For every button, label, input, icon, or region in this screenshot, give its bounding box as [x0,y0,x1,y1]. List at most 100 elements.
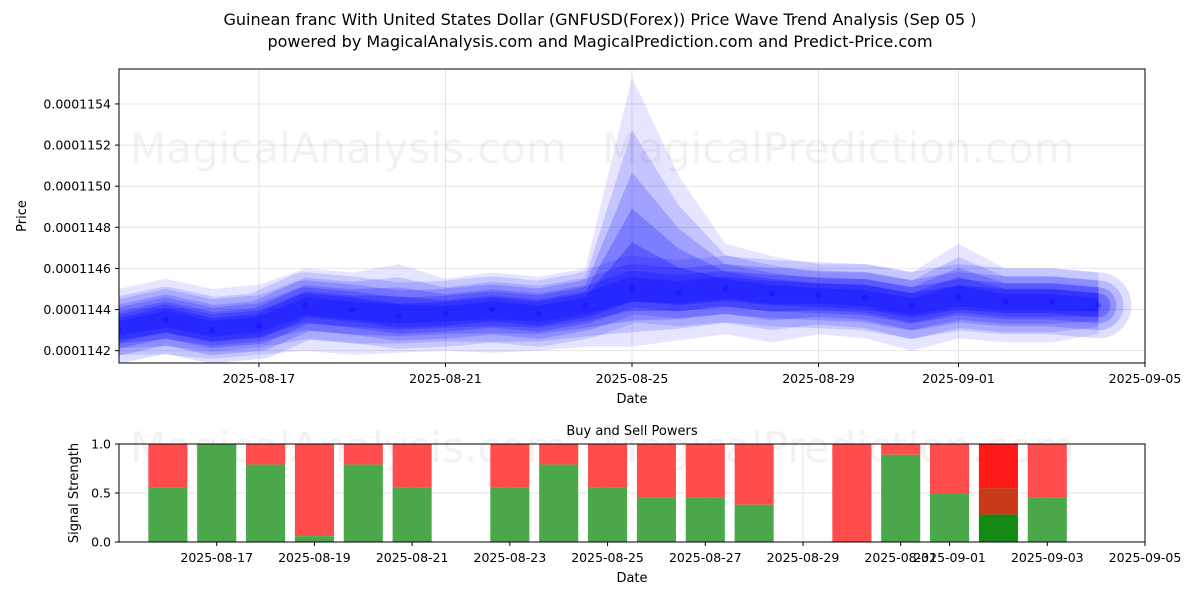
sell-bar [1027,444,1067,498]
power-x-tick-label: 2025-08-27 [669,550,742,565]
price-y-tick-label: 0.0001142 [43,343,111,358]
sell-bar [392,444,432,488]
price-y-tick-label: 0.0001152 [43,138,111,153]
wave-point [675,290,682,297]
sell-bar [881,444,921,455]
power-x-tick-label: 2025-09-01 [913,550,986,565]
price-x-tick-label: 2025-09-05 [1109,371,1182,386]
price-x-tick-label: 2025-08-25 [596,371,669,386]
buy-bar [636,497,676,542]
sell-bar [246,444,286,465]
buy-bar [539,464,579,542]
sell-bar [148,444,188,488]
wave-band [119,242,1099,337]
sell-bar [294,444,334,537]
wave-line [119,264,1124,356]
buy-bar [294,536,334,542]
sell-bar [343,444,383,465]
sell-bar [636,444,676,498]
power-x-tick-label: 2025-08-17 [180,550,253,565]
wave-point [1002,298,1009,305]
buy-bar [148,487,188,542]
buy-bar [246,464,286,542]
power-y-tick-label: 0.0 [91,535,111,550]
power-x-tick-label: 2025-08-31 [864,550,937,565]
price-wave-layer [119,77,1132,363]
wave-point [722,285,729,292]
sell-bar [930,444,970,493]
price-y-axis-label: Price [15,200,30,232]
wave-point [815,292,822,299]
sell-bar [978,444,1018,489]
sell-bar [539,444,579,465]
wave-point [302,302,309,309]
wave-band [119,130,1099,352]
wave-band [119,172,1099,346]
wave-point [908,302,915,309]
sell-bar [734,444,774,505]
power-x-tick-label: 2025-08-23 [474,550,547,565]
price-x-tick-label: 2025-08-21 [409,371,482,386]
price-x-axis-label: Date [616,392,647,407]
price-y-tick-label: 0.0001150 [43,179,111,194]
watermark-text: MagicalPrediction.com [602,124,1075,173]
price-x-tick-label: 2025-08-17 [223,371,296,386]
buy-bar [881,454,921,542]
chart-subtitle: powered by MagicalAnalysis.com and Magic… [267,32,933,51]
wave-point [349,306,356,313]
price-y-tick-label: 0.0001154 [43,96,111,111]
price-x-tick-label: 2025-09-01 [922,371,995,386]
wave-point [255,322,262,329]
wave-point [119,327,122,334]
sell-bar [832,444,872,542]
power-x-tick-label: 2025-08-25 [571,550,644,565]
wave-point [955,294,962,301]
wave-point [1048,298,1055,305]
wave-point [629,285,635,292]
wave-line [119,256,1132,363]
buy-bar [930,493,970,542]
price-x-tick-label: 2025-08-29 [782,371,855,386]
buy-bar [734,504,774,542]
power-x-tick-label: 2025-09-05 [1109,550,1182,565]
buy-bar [392,487,432,542]
wave-line [119,277,1111,343]
buy-bar [197,444,237,542]
wave-line [119,271,1117,349]
power-x-tick-label: 2025-08-19 [278,550,351,565]
wave-band [119,77,1099,359]
wave-band [119,208,1099,341]
price-y-tick-label: 0.0001148 [43,220,111,235]
wave-point [395,312,402,319]
watermark-text: MagicalAnalysis.com [130,124,567,173]
sell-bar [490,444,530,488]
power-y-tick-label: 0.5 [91,486,111,501]
buy-bar [685,497,725,542]
wave-point [768,290,775,297]
power-y-axis-label: Signal Strength [67,443,82,543]
power-x-axis-label: Date [616,571,647,586]
buy-bar [1027,497,1067,542]
wave-point [489,306,496,313]
buy-bar [978,514,1018,542]
power-y-tick-label: 1.0 [91,437,111,452]
power-x-tick-label: 2025-08-29 [767,550,840,565]
wave-point [535,310,542,317]
power-x-tick-label: 2025-08-21 [376,550,449,565]
wave-point [1095,302,1102,309]
buy-bar [588,487,628,542]
sell-bar [588,444,628,488]
price-y-tick-label: 0.0001146 [43,261,111,276]
wave-point [862,294,869,301]
chart-title: Guinean franc With United States Dollar … [223,10,977,29]
power-x-tick-label: 2025-09-03 [1011,550,1084,565]
price-y-tick-label: 0.0001144 [43,302,111,317]
wave-point [442,310,449,317]
wave-point [162,316,169,323]
power-chart-title: Buy and Sell Powers [566,424,697,439]
wave-point [582,302,589,309]
buy-bar [343,464,383,542]
sell-bar [685,444,725,498]
mixed-bar [978,488,1018,515]
